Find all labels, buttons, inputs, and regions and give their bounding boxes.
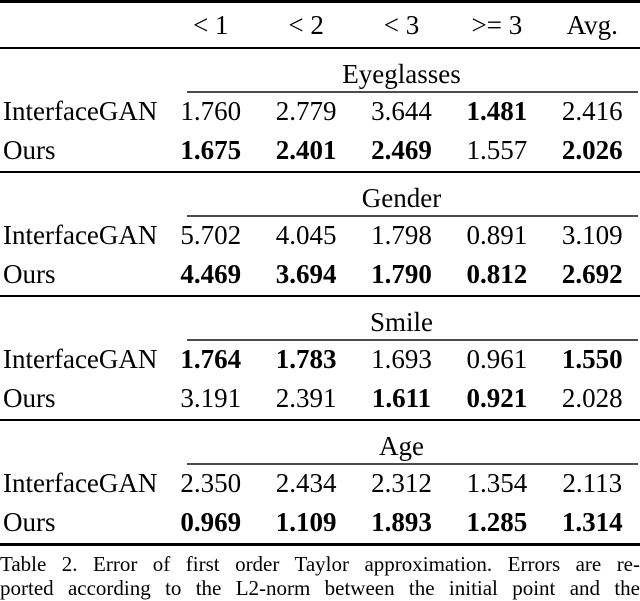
row-label: InterfaceGAN: [3, 344, 158, 374]
value-cell: 1.109: [275, 507, 337, 537]
value-cell: 2.391: [275, 383, 337, 413]
value-cell: 0.921: [466, 383, 528, 413]
section-title-row: Eyeglasses: [0, 48, 640, 93]
row-label: InterfaceGAN: [3, 220, 158, 250]
value-cell: 2.113: [562, 468, 623, 498]
column-header-ge3: >= 3: [471, 10, 523, 40]
section-title-row: Smile: [0, 296, 640, 341]
section-smile: Smile InterfaceGAN 1.764 1.783 1.693 0.9…: [0, 296, 640, 420]
value-cell: 1.790: [371, 259, 432, 289]
value-cell: 1.893: [371, 507, 432, 537]
section-title: Eyeglasses: [163, 48, 640, 93]
section-gender: Gender InterfaceGAN 5.702 4.045 1.798 0.…: [0, 172, 640, 296]
value-cell: 1.764: [180, 344, 242, 374]
value-cell: 1.693: [371, 344, 432, 374]
table-caption: Table 2. Error of first order Taylor app…: [0, 552, 640, 600]
value-cell: 2.026: [561, 135, 623, 165]
caption-line-2: ported according to the L2-norm between …: [0, 576, 640, 600]
value-cell: 0.969: [180, 507, 242, 537]
value-cell: 0.812: [466, 259, 528, 289]
value-cell: 2.312: [371, 468, 432, 498]
table-row: Ours 3.191 2.391 1.611 0.921 2.028: [0, 380, 640, 420]
value-cell: 3.191: [180, 383, 242, 413]
empty-cell: [0, 420, 163, 465]
section-title: Age: [163, 420, 640, 465]
table-row: Ours 0.969 1.109 1.893 1.285 1.314: [0, 504, 640, 545]
value-cell: 3.694: [275, 259, 337, 289]
header-row: < 1 < 2 < 3 >= 3 Avg.: [0, 2, 640, 49]
value-cell: 4.469: [180, 259, 242, 289]
value-cell: 2.401: [275, 135, 337, 165]
value-cell: 1.611: [371, 383, 432, 413]
value-cell: 4.045: [275, 220, 337, 250]
value-cell: 1.550: [561, 344, 623, 374]
value-cell: 1.481: [466, 96, 528, 126]
section-eyeglasses: Eyeglasses InterfaceGAN 1.760 2.779 3.64…: [0, 48, 640, 172]
section-title: Gender: [163, 172, 640, 217]
section-age: Age InterfaceGAN 2.350 2.434 2.312 1.354…: [0, 420, 640, 545]
value-cell: 2.028: [561, 383, 623, 413]
column-header-lt1: < 1: [192, 10, 229, 40]
section-title-row: Age: [0, 420, 640, 465]
row-label: InterfaceGAN: [3, 96, 158, 126]
empty-cell: [0, 48, 163, 93]
results-table: < 1 < 2 < 3 >= 3 Avg. Eyeglasses Interfa…: [0, 0, 640, 545]
table-row: Ours 1.675 2.401 2.469 1.557 2.026: [0, 132, 640, 172]
value-cell: 2.692: [561, 259, 623, 289]
value-cell: 2.469: [371, 135, 432, 165]
column-header-empty: [0, 2, 163, 49]
value-cell: 5.702: [180, 220, 242, 250]
value-cell: 1.557: [466, 135, 528, 165]
empty-cell: [0, 296, 163, 341]
row-label: Ours: [3, 135, 56, 165]
value-cell: 2.434: [275, 468, 337, 498]
row-label: Ours: [3, 507, 56, 537]
value-cell: 1.798: [371, 220, 432, 250]
table-row: InterfaceGAN 1.760 2.779 3.644 1.481 2.4…: [0, 93, 640, 132]
table-row: InterfaceGAN 5.702 4.045 1.798 0.891 3.1…: [0, 217, 640, 256]
section-title-row: Gender: [0, 172, 640, 217]
value-cell: 1.285: [466, 507, 528, 537]
value-cell: 0.891: [466, 220, 528, 250]
value-cell: 1.783: [275, 344, 337, 374]
section-title: Smile: [163, 296, 640, 341]
value-cell: 2.350: [180, 468, 242, 498]
value-cell: 1.675: [180, 135, 242, 165]
column-header-lt2: < 2: [288, 10, 324, 40]
value-cell: 3.644: [371, 96, 432, 126]
value-cell: 3.109: [561, 220, 623, 250]
value-cell: 2.416: [561, 96, 623, 126]
column-header-avg: Avg.: [566, 10, 618, 40]
value-cell: 2.779: [275, 96, 337, 126]
table-row: InterfaceGAN 1.764 1.783 1.693 0.961 1.5…: [0, 341, 640, 380]
value-cell: 1.354: [466, 468, 528, 498]
empty-cell: [0, 172, 163, 217]
column-header-lt3: < 3: [383, 10, 420, 40]
value-cell: 1.760: [180, 96, 242, 126]
value-cell: 0.961: [466, 344, 528, 374]
table-row: InterfaceGAN 2.350 2.434 2.312 1.354 2.1…: [0, 465, 640, 504]
row-label: InterfaceGAN: [3, 468, 158, 498]
row-label: Ours: [3, 383, 56, 413]
caption-line-1: Table 2. Error of first order Taylor app…: [0, 552, 640, 576]
table-row: Ours 4.469 3.694 1.790 0.812 2.692: [0, 256, 640, 296]
value-cell: 1.314: [561, 507, 623, 537]
row-label: Ours: [3, 259, 56, 289]
